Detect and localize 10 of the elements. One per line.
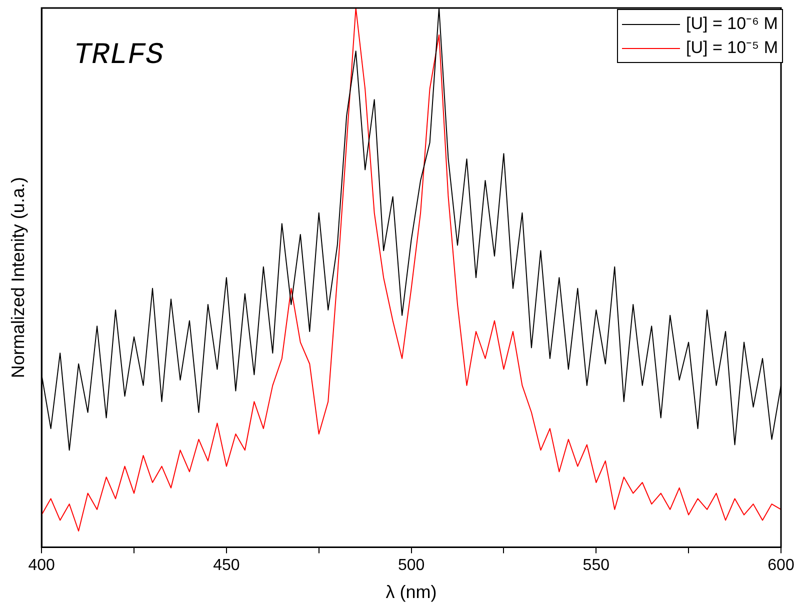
legend-label: [U] = 10⁻⁶ M	[686, 13, 778, 35]
x-tick-label: 500	[398, 557, 425, 574]
x-axis-title: λ (nm)	[386, 582, 437, 602]
x-tick-label: 550	[582, 557, 610, 574]
y-axis-title: Normalized Intenity (u.a.)	[8, 177, 28, 378]
x-tick-label: 600	[768, 557, 794, 574]
x-tick-label: 400	[28, 557, 56, 574]
legend-label: [U] = 10⁻⁵ M	[686, 37, 778, 59]
annotation: TRLFS	[74, 38, 164, 73]
x-tick-label: 450	[213, 557, 240, 574]
